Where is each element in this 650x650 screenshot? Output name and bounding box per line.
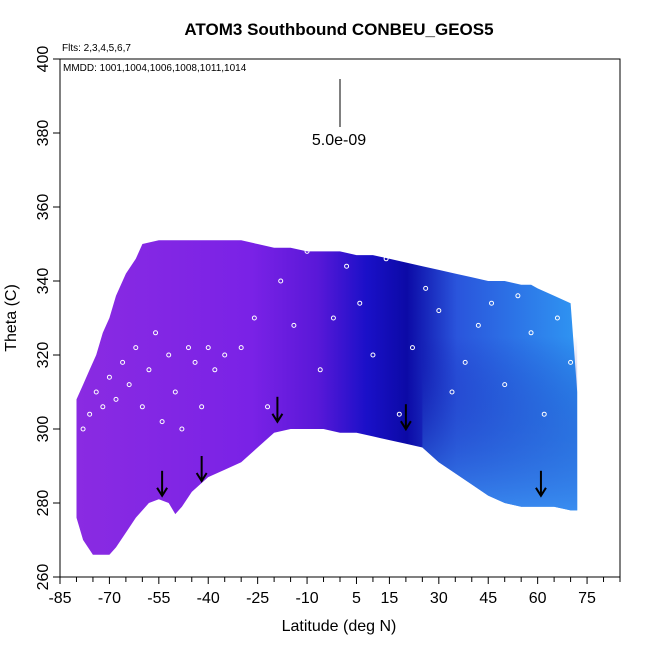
x-tick-label: 15 (381, 590, 399, 607)
y-tick-label: 260 (35, 564, 52, 591)
dates-subtitle: MMDD: 1001,1004,1006,1008,1011,1014 (63, 63, 247, 74)
plot-area (77, 240, 578, 555)
x-tick-label: -55 (147, 590, 170, 607)
flights-subtitle: Flts: 2,3,4,5,6,7 (62, 43, 131, 54)
y-tick-label: 380 (35, 120, 52, 147)
y-tick-label: 320 (35, 342, 52, 369)
x-tick-label: -10 (295, 590, 318, 607)
x-axis: -85 -70 -55 -40 -25 -10 5 15 30 45 60 75 (48, 577, 620, 607)
x-tick-label: -85 (48, 590, 71, 607)
scale-bar-label: 5.0e-09 (312, 132, 366, 149)
x-tick-label: -70 (98, 590, 121, 607)
y-tick-label: 400 (35, 46, 52, 73)
x-tick-label: 45 (479, 590, 497, 607)
y-tick-label: 360 (35, 194, 52, 221)
scale-bar: 5.0e-09 (312, 79, 366, 149)
y-tick-label: 280 (35, 490, 52, 517)
y-axis-label: Theta (C) (3, 284, 20, 352)
x-tick-label: 5 (352, 590, 361, 607)
x-tick-label: 30 (430, 590, 448, 607)
x-tick-label: 75 (578, 590, 596, 607)
chart-title: ATOM3 Southbound CONBEU_GEOS5 (184, 20, 493, 39)
y-axis: 260 280 300 320 340 360 380 400 (35, 46, 60, 591)
y-tick-label: 340 (35, 268, 52, 295)
x-tick-label: -40 (197, 590, 220, 607)
chart: ATOM3 Southbound CONBEU_GEOS5 Flts: 2,3,… (0, 0, 650, 650)
x-axis-label: Latitude (deg N) (282, 618, 397, 635)
curtain-lower-blue (422, 337, 577, 511)
x-tick-label: 60 (529, 590, 547, 607)
y-tick-label: 300 (35, 416, 52, 443)
x-tick-label: -25 (246, 590, 269, 607)
